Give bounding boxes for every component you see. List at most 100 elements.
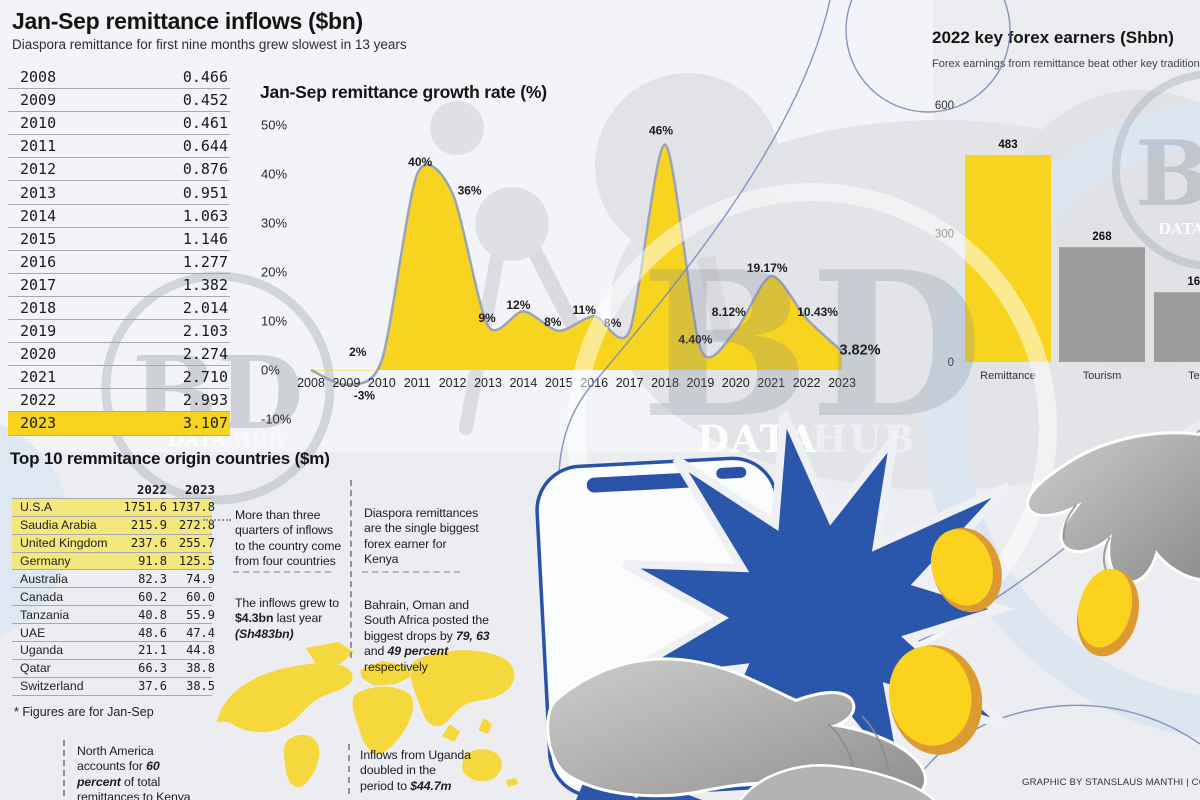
table-row: Uganda 21.1 44.8 [12,642,215,660]
bar-value-label: 483 [998,139,1017,151]
table-row: 2018 2.014 [8,297,230,321]
value-cell: 60.0 [186,589,215,604]
year-cell: 2014 [20,206,57,225]
column-header: 2023 [184,481,215,497]
origin-table: 2022 2023 U.S.A 1751.6 1737.8 Saudia Arabia 21… [12,481,215,696]
x-axis-tick: 2022 [793,376,821,390]
annotation-inflows-grew: The inflows grew to $4.3bn last year (Sh… [235,596,340,641]
watermark-word: DATA [1158,220,1200,238]
table-row: Canada 60.2 60.0 [12,588,215,607]
value-cell: 2.014 [182,298,228,317]
table-row: 2017 1.382 [8,274,230,297]
table-row: 2023 3.107 [8,412,230,436]
value-cell: 1.146 [182,229,228,248]
year-cell: 2020 [20,345,57,364]
value-cell: 40.8 [138,607,167,622]
table-row: 2020 2.274 [8,343,230,367]
data-label: 19.17% [747,261,788,275]
table-row: 2014 1.063 [8,205,230,228]
country-cell: Saudia Arabia [20,518,97,533]
annotation-four-countries: More than three quarters of inflows to t… [235,508,342,569]
country-cell: Tanzania [20,607,70,622]
pin-circle-small [430,101,484,155]
x-axis-tick: 2008 [297,376,325,390]
value-cell: 215.9 [130,518,167,533]
table-row: U.S.A 1751.6 1737.8 [12,498,215,517]
year-cell: 2013 [20,183,57,202]
x-axis-tick: 2018 [651,376,679,390]
y-axis-tick: 40% [261,167,287,182]
annotation-uganda: Inflows from Uganda doubled in the perio… [360,748,471,793]
data-label: 8.12% [712,305,746,319]
x-axis-tick: 2009 [332,376,360,390]
watermark-letters: BD [641,228,983,463]
value-cell: 37.6 [138,679,167,694]
x-axis-tick: 2015 [545,376,573,390]
year-cell: 2019 [20,322,57,341]
table-row: 2019 2.103 [8,320,230,344]
watermark-word: HUB [233,429,284,451]
x-axis-tick: 2014 [509,376,537,390]
value-cell: 3.107 [182,414,228,433]
dashed-divider [350,480,352,658]
bar-tea [1154,292,1200,362]
table-row: 2012 0.876 [8,158,230,182]
table-row: 2009 0.452 [8,89,230,113]
value-cell: 74.9 [186,571,215,586]
inflows-table: 2008 0.466 2009 0.452 2010 0.461 2011 0.644 2012… [8,66,230,436]
value-cell: 0.452 [182,91,228,110]
value-cell: 1737.8 [171,500,215,515]
table-row: Switzerland 37.6 38.5 [12,678,215,696]
year-cell: 2010 [20,114,57,133]
dashed-line [362,571,460,573]
coin-illustration [888,645,983,755]
bar-category-label: Tea [1188,370,1200,382]
year-cell: 2023 [20,414,57,433]
data-label: 9% [478,311,496,325]
value-cell: 48.6 [138,625,167,640]
value-cell: 55.9 [186,607,215,622]
year-cell: 2018 [20,298,57,317]
country-cell: Qatar [20,661,51,676]
hand-top-illustration [1026,431,1200,584]
growth-chart-title: Jan-Sep remittance growth rate (%) [260,82,547,102]
y-axis-tick: 50% [261,118,287,133]
country-cell: Uganda [20,643,64,658]
y-axis-tick: 0 [948,357,954,369]
value-cell: 91.8 [138,554,167,568]
page-subtitle: Diaspora remittance for first nine month… [12,37,407,52]
value-cell: 66.3 [138,661,167,676]
value-cell: 0.644 [182,137,228,156]
table-row: 2022 2.993 [8,389,230,413]
forex-chart-subtitle: Forex earnings from remittance beat othe… [932,58,1200,70]
value-cell: 2.993 [182,391,228,410]
x-axis-tick: 2017 [616,376,644,390]
country-cell: U.S.A [20,500,53,515]
value-cell: 1.063 [182,206,228,225]
x-axis-tick: 2010 [368,376,396,390]
world-map-illustration [216,642,518,788]
bar-category-label: Remittance [980,370,1036,382]
year-cell: 2015 [20,229,57,248]
data-label: -3% [354,389,376,403]
data-label: 10.43% [797,305,838,319]
country-cell: United Kingdom [20,536,108,551]
bar-category-label: Tourism [1083,370,1122,382]
table-row: UAE 48.6 47.4 [12,624,215,643]
value-cell: 272.8 [178,518,215,533]
phone-speaker [586,472,705,493]
country-cell: Switzerland [20,679,84,694]
y-axis-tick: -10% [261,412,292,427]
year-cell: 2016 [20,252,57,271]
growth-chart: Jan-Sep remittance growth rate (%) 50% 40… [255,76,905,436]
bar-value-label: 268 [1092,231,1112,243]
hand-bottom-illustration [546,657,936,800]
annotation-biggest-earner: Diaspora remittances are the single bigg… [364,506,479,567]
table-row: Tanzania 40.8 55.9 [12,606,215,625]
table-row: 2008 0.466 [8,66,230,90]
year-cell: 2008 [20,68,57,87]
table-row: Germany 91.8 125.5 [12,552,215,571]
data-label: 40% [408,155,432,169]
